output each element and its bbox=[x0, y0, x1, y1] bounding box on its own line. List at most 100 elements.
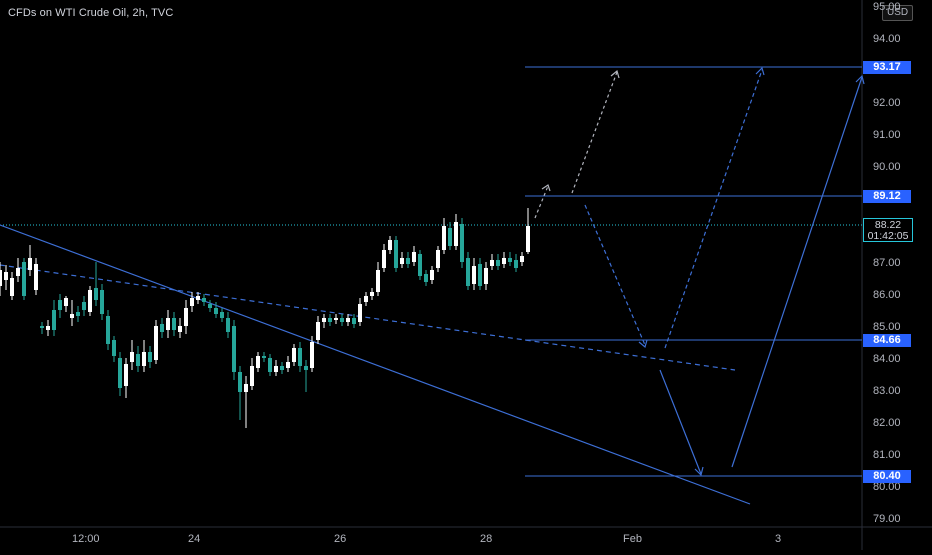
price-tick: 82.00 bbox=[873, 417, 901, 429]
candle bbox=[28, 258, 32, 270]
candle bbox=[208, 304, 212, 308]
candle bbox=[286, 362, 290, 368]
candle bbox=[466, 258, 470, 286]
time-tick: 26 bbox=[334, 533, 347, 545]
projection-arrow-1 bbox=[534, 185, 549, 219]
candle bbox=[190, 298, 194, 306]
candle bbox=[400, 258, 404, 264]
candle bbox=[172, 318, 176, 330]
candle bbox=[220, 312, 224, 318]
price-tick: 95.00 bbox=[873, 1, 901, 13]
candle bbox=[70, 314, 74, 318]
candle bbox=[16, 268, 20, 276]
candle bbox=[64, 298, 68, 306]
candle bbox=[10, 278, 14, 296]
candle bbox=[106, 316, 110, 344]
price-tick: 83.00 bbox=[873, 385, 901, 397]
trend-line-dashed bbox=[0, 264, 736, 371]
candle bbox=[340, 318, 344, 322]
candle bbox=[490, 260, 494, 266]
projection-arrow-3 bbox=[584, 204, 646, 346]
currency-button[interactable]: USD bbox=[882, 5, 914, 21]
candle bbox=[436, 250, 440, 268]
candle bbox=[520, 256, 524, 262]
candle bbox=[496, 260, 500, 266]
candle bbox=[526, 226, 530, 252]
price-tick: 84.00 bbox=[873, 353, 901, 365]
candle bbox=[472, 266, 476, 284]
candle bbox=[382, 250, 386, 268]
projection-arrow-6 bbox=[731, 76, 863, 468]
candle bbox=[352, 318, 356, 324]
candle bbox=[52, 310, 56, 330]
candle bbox=[160, 324, 164, 332]
projection-arrow-5 bbox=[659, 369, 702, 475]
candle bbox=[124, 364, 128, 386]
candle bbox=[154, 326, 158, 360]
candle bbox=[454, 222, 458, 246]
candle bbox=[136, 354, 140, 366]
candle bbox=[364, 296, 368, 302]
candle bbox=[430, 270, 434, 280]
candle bbox=[4, 272, 8, 280]
candle bbox=[34, 264, 38, 290]
candle bbox=[460, 224, 464, 262]
candle bbox=[100, 290, 104, 314]
candle bbox=[334, 318, 338, 320]
candle bbox=[484, 268, 488, 284]
candle bbox=[262, 356, 266, 358]
candle bbox=[0, 270, 2, 286]
candle bbox=[40, 326, 44, 328]
candle bbox=[376, 270, 380, 292]
bar-countdown: 01:42:05 bbox=[867, 230, 909, 242]
time-tick: 3 bbox=[775, 533, 782, 545]
time-tick: 12:00 bbox=[72, 533, 100, 545]
candle bbox=[238, 372, 242, 392]
candle bbox=[184, 308, 188, 326]
price-tick: 85.00 bbox=[873, 321, 901, 333]
candle bbox=[514, 260, 518, 268]
candle bbox=[88, 290, 92, 312]
level-tag-93: 93.17 bbox=[863, 61, 911, 74]
projection-arrow-4 bbox=[664, 69, 763, 349]
candle bbox=[316, 322, 320, 340]
projection-arrow-2 bbox=[571, 71, 618, 194]
candle bbox=[502, 258, 506, 264]
candle bbox=[94, 288, 98, 300]
price-tick: 81.00 bbox=[873, 449, 901, 461]
candle bbox=[112, 340, 116, 356]
candle bbox=[214, 308, 218, 314]
price-tick: 86.00 bbox=[873, 289, 901, 301]
candle bbox=[424, 274, 428, 282]
candle bbox=[76, 312, 80, 316]
candle bbox=[346, 318, 350, 322]
candle bbox=[328, 318, 332, 322]
candle bbox=[280, 366, 284, 370]
time-tick: Feb bbox=[623, 533, 642, 545]
candle bbox=[418, 254, 422, 276]
candle bbox=[394, 240, 398, 268]
price-tick: 90.00 bbox=[873, 161, 901, 173]
current-price-tag: 88.22 01:42:05 bbox=[863, 218, 913, 242]
candle bbox=[58, 300, 62, 310]
candle bbox=[406, 258, 410, 264]
candle bbox=[412, 252, 416, 262]
candle bbox=[358, 304, 362, 322]
level-tag-84: 84.66 bbox=[863, 334, 911, 347]
candle bbox=[142, 352, 146, 366]
candle bbox=[202, 298, 206, 302]
candle bbox=[250, 366, 254, 386]
symbol-title[interactable]: CFDs on WTI Crude Oil, 2h, TVC bbox=[8, 7, 174, 19]
price-tick: 79.00 bbox=[873, 513, 901, 525]
candle bbox=[46, 326, 50, 330]
candle bbox=[178, 326, 182, 332]
candle bbox=[388, 240, 392, 250]
price-tick: 92.00 bbox=[873, 97, 901, 109]
candle bbox=[196, 296, 200, 300]
candle bbox=[274, 366, 278, 372]
candle bbox=[130, 352, 134, 362]
current-price-value: 88.22 bbox=[874, 219, 902, 231]
candle bbox=[118, 358, 122, 388]
